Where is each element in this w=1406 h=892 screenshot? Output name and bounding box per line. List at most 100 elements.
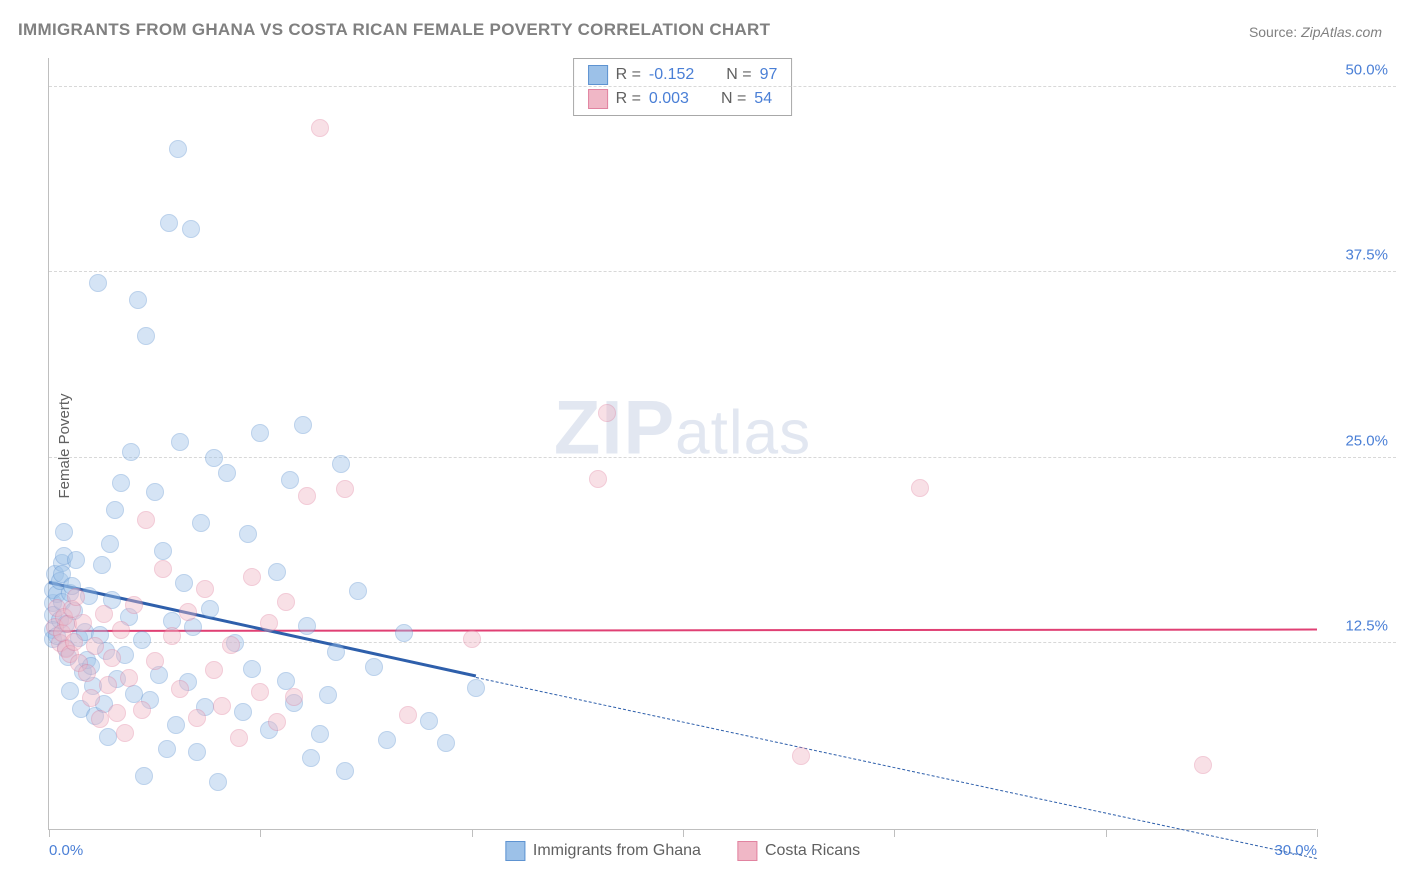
ytick-label: 50.0% (1345, 61, 1388, 78)
point-ghana (106, 501, 124, 519)
legend-item-costarican: Costa Ricans (737, 841, 860, 861)
point-costarican (268, 713, 286, 731)
xtick (1106, 829, 1107, 837)
point-costarican (146, 652, 164, 670)
point-costarican (285, 688, 303, 706)
point-ghana (218, 464, 236, 482)
point-ghana (302, 749, 320, 767)
point-ghana (467, 679, 485, 697)
xtick (472, 829, 473, 837)
chart-title: IMMIGRANTS FROM GHANA VS COSTA RICAN FEM… (18, 20, 770, 40)
point-ghana (67, 551, 85, 569)
ytick-label: 12.5% (1345, 618, 1388, 635)
stat-n-label: N = (721, 87, 746, 111)
point-costarican (222, 636, 240, 654)
point-costarican (598, 404, 616, 422)
point-ghana (349, 582, 367, 600)
point-ghana (89, 274, 107, 292)
point-ghana (135, 767, 153, 785)
point-ghana (182, 220, 200, 238)
swatch-costarican (588, 89, 608, 109)
gridline (49, 271, 1396, 272)
point-ghana (209, 773, 227, 791)
legend-label-ghana: Immigrants from Ghana (533, 842, 701, 860)
point-ghana (112, 474, 130, 492)
point-ghana (420, 712, 438, 730)
point-ghana (129, 291, 147, 309)
point-costarican (589, 470, 607, 488)
point-ghana (122, 443, 140, 461)
point-costarican (65, 633, 83, 651)
legend-label-costarican: Costa Ricans (765, 842, 860, 860)
point-costarican (399, 706, 417, 724)
stats-row-costarican: R = 0.003 N = 54 (588, 87, 778, 111)
stat-n-label: N = (726, 63, 751, 87)
point-costarican (78, 664, 96, 682)
bottom-legend: Immigrants from Ghana Costa Ricans (505, 841, 860, 861)
point-costarican (188, 709, 206, 727)
point-costarican (243, 568, 261, 586)
xtick (1317, 829, 1318, 837)
xtick (260, 829, 261, 837)
point-ghana (133, 631, 151, 649)
point-ghana (251, 424, 269, 442)
point-ghana (158, 740, 176, 758)
point-costarican (116, 724, 134, 742)
point-ghana (243, 660, 261, 678)
point-costarican (311, 119, 329, 137)
stat-r-label: R = (616, 87, 641, 111)
point-ghana (99, 728, 117, 746)
point-costarican (125, 596, 143, 614)
point-costarican (911, 479, 929, 497)
chart-container: IMMIGRANTS FROM GHANA VS COSTA RICAN FEM… (0, 0, 1406, 892)
point-costarican (74, 614, 92, 632)
point-costarican (133, 701, 151, 719)
point-costarican (112, 621, 130, 639)
legend-item-ghana: Immigrants from Ghana (505, 841, 701, 861)
point-ghana (294, 416, 312, 434)
point-ghana (378, 731, 396, 749)
point-ghana (281, 471, 299, 489)
point-ghana (154, 542, 172, 560)
plot-area: ZIPatlas R = -0.152 N = 97 R = 0.003 N =… (48, 58, 1316, 830)
gridline (49, 457, 1396, 458)
point-ghana (160, 214, 178, 232)
xtick-label: 0.0% (49, 842, 83, 859)
point-ghana (311, 725, 329, 743)
point-costarican (260, 614, 278, 632)
point-costarican (86, 637, 104, 655)
watermark: ZIPatlas (554, 385, 811, 472)
trend-line (49, 628, 1317, 631)
point-costarican (251, 683, 269, 701)
point-ghana (101, 535, 119, 553)
point-costarican (67, 588, 85, 606)
gridline (49, 642, 1396, 643)
stat-r-costarican: 0.003 (649, 87, 689, 111)
point-costarican (213, 697, 231, 715)
ytick-label: 37.5% (1345, 247, 1388, 264)
point-ghana (146, 483, 164, 501)
point-ghana (277, 672, 295, 690)
point-costarican (463, 630, 481, 648)
point-costarican (1194, 756, 1212, 774)
point-ghana (327, 643, 345, 661)
point-costarican (91, 710, 109, 728)
point-ghana (201, 600, 219, 618)
ytick-label: 25.0% (1345, 432, 1388, 449)
point-costarican (108, 704, 126, 722)
point-costarican (196, 580, 214, 598)
stats-legend-box: R = -0.152 N = 97 R = 0.003 N = 54 (573, 58, 793, 116)
point-ghana (169, 140, 187, 158)
point-costarican (163, 627, 181, 645)
point-costarican (154, 560, 172, 578)
swatch-ghana (588, 65, 608, 85)
source-value: ZipAtlas.com (1301, 24, 1382, 40)
point-costarican (792, 747, 810, 765)
point-costarican (82, 689, 100, 707)
stat-n-costarican: 54 (754, 87, 772, 111)
point-costarican (205, 661, 223, 679)
stat-r-ghana: -0.152 (649, 63, 694, 87)
legend-swatch-ghana (505, 841, 525, 861)
point-ghana (336, 762, 354, 780)
point-costarican (179, 603, 197, 621)
